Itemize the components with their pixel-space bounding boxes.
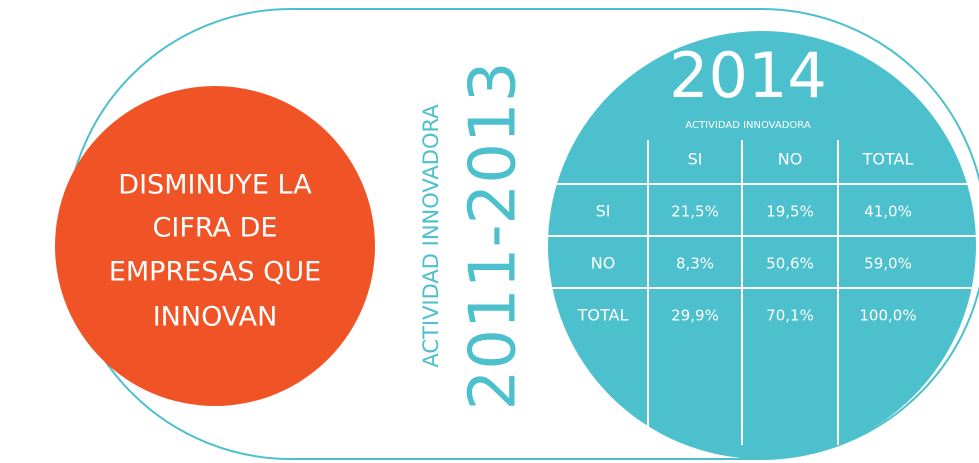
table-cell: 100,0% <box>859 307 916 325</box>
period: 2011-2013 <box>457 62 531 411</box>
headline-line: INNOVAN <box>153 302 278 333</box>
row-header: TOTAL <box>577 306 629 325</box>
table-cell: 70,1% <box>766 307 814 325</box>
orange-circle <box>55 86 375 406</box>
table-cell: 29,9% <box>671 307 719 325</box>
table-cell: 19,5% <box>766 203 814 221</box>
headline: DISMINUYE LA CIFRA DE EMPRESAS QUE INNOV… <box>109 170 321 333</box>
table-cell: 41,0% <box>864 203 912 221</box>
right-subtitle: ACTIVIDAD INNOVADORA <box>685 120 811 131</box>
year: 2014 <box>669 39 827 112</box>
table: SI NO TOTAL SI 21,5% 19,5% 41,0% NO 8,3% 50,6% 59,… <box>548 140 976 445</box>
headline-line: CIFRA DE <box>153 213 278 244</box>
row-header: NO <box>591 254 616 273</box>
column-header: NO <box>778 150 803 169</box>
table-cell: 59,0% <box>864 255 912 273</box>
table-cell: 50,6% <box>766 255 814 273</box>
column-header: TOTAL <box>862 150 914 169</box>
table-cell: 21,5% <box>671 203 719 221</box>
middle-subtitle: ACTIVIDAD INNOVADORA <box>419 104 443 368</box>
table-cell: 8,3% <box>676 255 714 273</box>
row-header: SI <box>596 202 611 221</box>
teal-circle <box>548 31 976 459</box>
headline-line: EMPRESAS QUE <box>109 257 321 288</box>
column-header: SI <box>688 150 703 169</box>
headline-line: DISMINUYE LA <box>118 170 312 201</box>
